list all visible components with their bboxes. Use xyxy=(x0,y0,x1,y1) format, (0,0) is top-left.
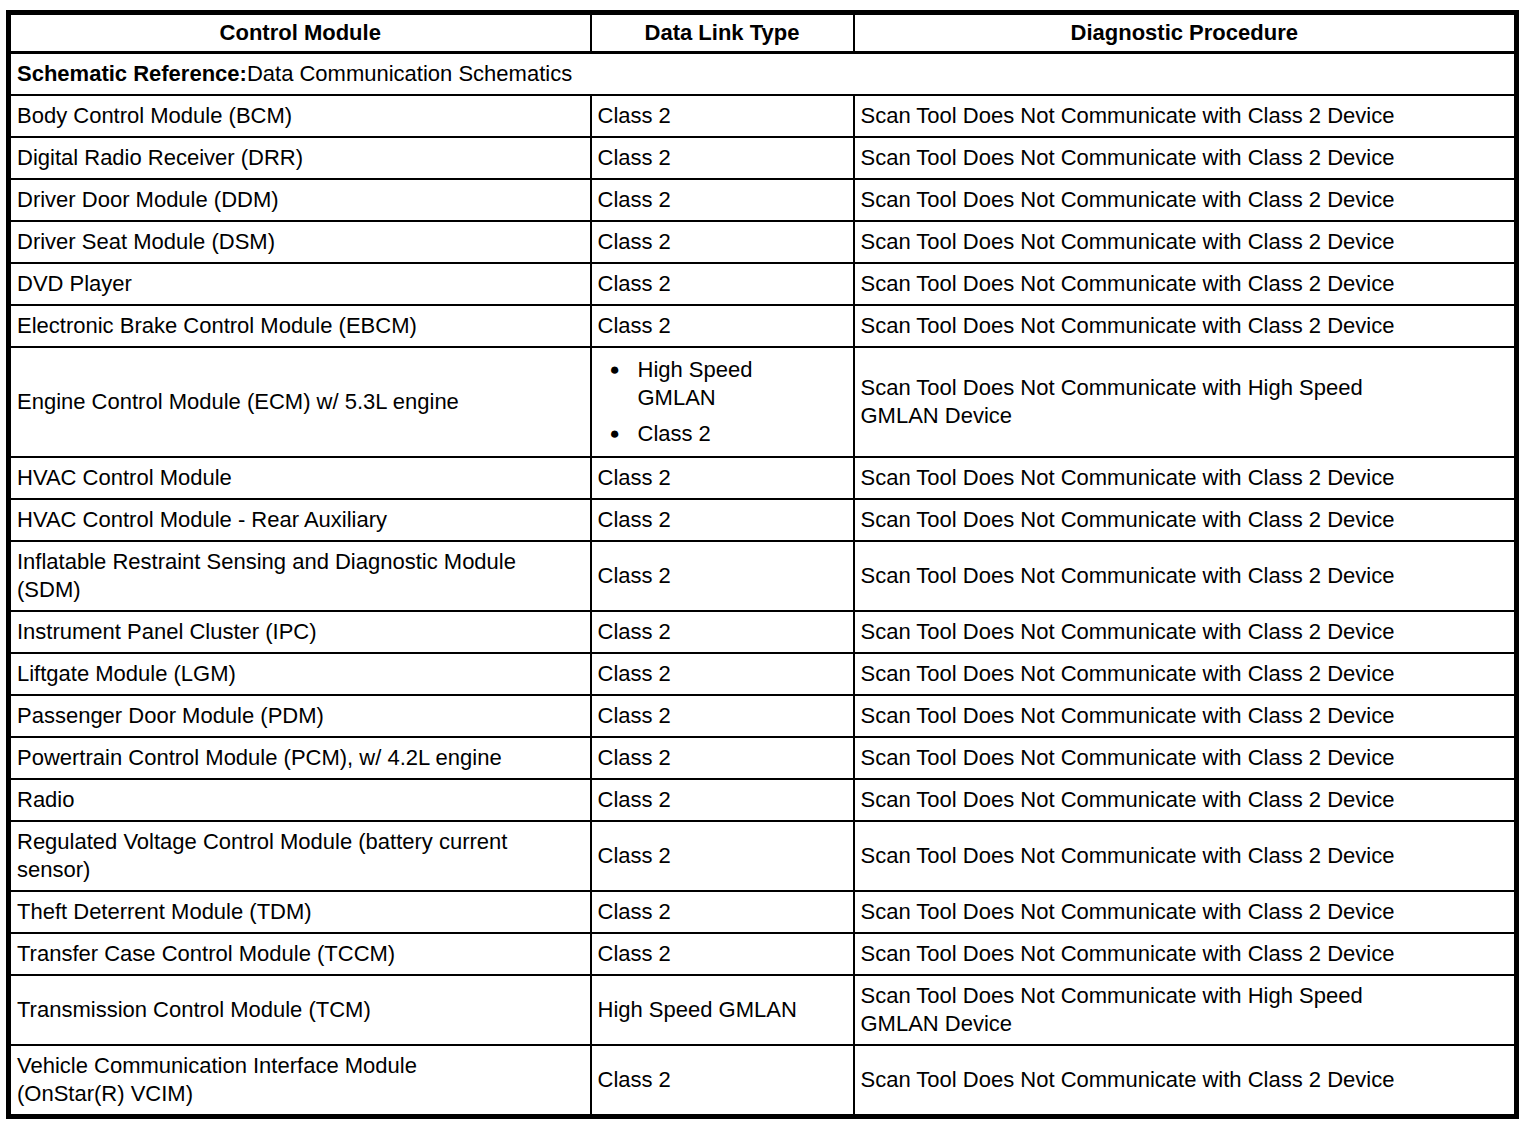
header-row: Control Module Data Link Type Diagnostic… xyxy=(9,13,1517,53)
diagnostic-procedure-cell: Scan Tool Does Not Communicate with Clas… xyxy=(854,737,1517,779)
diagnostic-procedure-cell: Scan Tool Does Not Communicate with High… xyxy=(854,347,1517,457)
control-module-cell: Regulated Voltage Control Module (batter… xyxy=(9,821,591,891)
table-row: Theft Deterrent Module (TDM)Class 2Scan … xyxy=(9,891,1517,933)
data-link-type-item: High Speed GMLAN xyxy=(598,356,845,412)
table-row: RadioClass 2Scan Tool Does Not Communica… xyxy=(9,779,1517,821)
control-module-cell: Radio xyxy=(9,779,591,821)
data-link-type-cell: Class 2 xyxy=(591,1045,854,1117)
diagnostic-procedure-cell: Scan Tool Does Not Communicate with Clas… xyxy=(854,821,1517,891)
diagnostic-procedure-cell: Scan Tool Does Not Communicate with Clas… xyxy=(854,695,1517,737)
table-row: Driver Door Module (DDM)Class 2Scan Tool… xyxy=(9,179,1517,221)
data-link-type-cell: Class 2 xyxy=(591,179,854,221)
diagnostic-procedure-cell: Scan Tool Does Not Communicate with Clas… xyxy=(854,1045,1517,1117)
diagnostic-procedure-cell: Scan Tool Does Not Communicate with Clas… xyxy=(854,95,1517,137)
table-row: Passenger Door Module (PDM)Class 2Scan T… xyxy=(9,695,1517,737)
control-module-cell: Transmission Control Module (TCM) xyxy=(9,975,591,1045)
table-row: Body Control Module (BCM)Class 2Scan Too… xyxy=(9,95,1517,137)
table-row: Transmission Control Module (TCM)High Sp… xyxy=(9,975,1517,1045)
data-link-type-cell: High Speed GMLAN Class 2 xyxy=(591,347,854,457)
table-row: Electronic Brake Control Module (EBCM)Cl… xyxy=(9,305,1517,347)
control-module-cell: Vehicle Communication Interface Module (… xyxy=(9,1045,591,1117)
control-module-cell: Instrument Panel Cluster (IPC) xyxy=(9,611,591,653)
diagnostic-procedure-cell: Scan Tool Does Not Communicate with High… xyxy=(854,975,1517,1045)
diagnostic-procedure-cell: Scan Tool Does Not Communicate with Clas… xyxy=(854,305,1517,347)
control-module-cell: Powertrain Control Module (PCM), w/ 4.2L… xyxy=(9,737,591,779)
control-module-cell: HVAC Control Module xyxy=(9,457,591,499)
control-module-cell: Driver Seat Module (DSM) xyxy=(9,221,591,263)
data-link-type-cell: Class 2 xyxy=(591,653,854,695)
diagnostic-procedure-cell: Scan Tool Does Not Communicate with Clas… xyxy=(854,137,1517,179)
control-module-cell: DVD Player xyxy=(9,263,591,305)
data-link-type-cell: Class 2 xyxy=(591,695,854,737)
data-link-type-cell: Class 2 xyxy=(591,611,854,653)
diagnostic-procedure-cell: Scan Tool Does Not Communicate with Clas… xyxy=(854,779,1517,821)
diagnostic-procedure-cell: Scan Tool Does Not Communicate with Clas… xyxy=(854,541,1517,611)
diagnostic-procedure-cell: Scan Tool Does Not Communicate with Clas… xyxy=(854,611,1517,653)
control-module-cell: Digital Radio Receiver (DRR) xyxy=(9,137,591,179)
diagnostic-procedure-cell: Scan Tool Does Not Communicate with Clas… xyxy=(854,933,1517,975)
table-row: Digital Radio Receiver (DRR)Class 2Scan … xyxy=(9,137,1517,179)
table-row: Vehicle Communication Interface Module (… xyxy=(9,1045,1517,1117)
schematic-reference-cell: Schematic Reference:Data Communication S… xyxy=(9,53,1517,96)
control-module-cell: Theft Deterrent Module (TDM) xyxy=(9,891,591,933)
data-link-type-cell: Class 2 xyxy=(591,305,854,347)
diagnostic-procedure-cell: Scan Tool Does Not Communicate with Clas… xyxy=(854,263,1517,305)
data-link-type-item: Class 2 xyxy=(598,420,845,448)
data-link-type-cell: Class 2 xyxy=(591,933,854,975)
diagnostic-procedure-cell: Scan Tool Does Not Communicate with Clas… xyxy=(854,221,1517,263)
table-row: Regulated Voltage Control Module (batter… xyxy=(9,821,1517,891)
data-link-type-cell: Class 2 xyxy=(591,499,854,541)
schematic-reference-value: Data Communication Schematics xyxy=(247,61,572,86)
control-module-cell: Passenger Door Module (PDM) xyxy=(9,695,591,737)
control-module-cell: Electronic Brake Control Module (EBCM) xyxy=(9,305,591,347)
diagnostic-procedure-cell: Scan Tool Does Not Communicate with Clas… xyxy=(854,653,1517,695)
table-row: Transfer Case Control Module (TCCM)Class… xyxy=(9,933,1517,975)
control-module-cell: Driver Door Module (DDM) xyxy=(9,179,591,221)
table-row: DVD PlayerClass 2Scan Tool Does Not Comm… xyxy=(9,263,1517,305)
data-link-type-cell: Class 2 xyxy=(591,891,854,933)
diagnostic-procedure-cell: Scan Tool Does Not Communicate with Clas… xyxy=(854,179,1517,221)
table-row: Instrument Panel Cluster (IPC)Class 2Sca… xyxy=(9,611,1517,653)
data-link-type-cell: Class 2 xyxy=(591,737,854,779)
table-row: Powertrain Control Module (PCM), w/ 4.2L… xyxy=(9,737,1517,779)
data-link-type-cell: Class 2 xyxy=(591,457,854,499)
table-row: HVAC Control ModuleClass 2Scan Tool Does… xyxy=(9,457,1517,499)
table-row: Driver Seat Module (DSM)Class 2Scan Tool… xyxy=(9,221,1517,263)
diagnostic-procedure-cell: Scan Tool Does Not Communicate with Clas… xyxy=(854,499,1517,541)
schematic-reference-label: Schematic Reference: xyxy=(17,61,247,86)
table-row: Liftgate Module (LGM)Class 2Scan Tool Do… xyxy=(9,653,1517,695)
data-link-type-cell: Class 2 xyxy=(591,541,854,611)
header-data-link-type: Data Link Type xyxy=(591,13,854,53)
header-control-module: Control Module xyxy=(9,13,591,53)
table-body: Schematic Reference:Data Communication S… xyxy=(9,53,1517,1117)
control-module-cell: Inflatable Restraint Sensing and Diagnos… xyxy=(9,541,591,611)
control-module-cell: Body Control Module (BCM) xyxy=(9,95,591,137)
table-row: Engine Control Module (ECM) w/ 5.3L engi… xyxy=(9,347,1517,457)
control-module-cell: HVAC Control Module - Rear Auxiliary xyxy=(9,499,591,541)
schematic-reference-row: Schematic Reference:Data Communication S… xyxy=(9,53,1517,96)
data-link-type-cell: Class 2 xyxy=(591,95,854,137)
control-module-cell: Engine Control Module (ECM) w/ 5.3L engi… xyxy=(9,347,591,457)
data-link-type-cell: Class 2 xyxy=(591,821,854,891)
control-module-cell: Transfer Case Control Module (TCCM) xyxy=(9,933,591,975)
diagnostic-procedure-cell: Scan Tool Does Not Communicate with Clas… xyxy=(854,457,1517,499)
data-link-type-cell: High Speed GMLAN xyxy=(591,975,854,1045)
table-row: Inflatable Restraint Sensing and Diagnos… xyxy=(9,541,1517,611)
data-link-type-cell: Class 2 xyxy=(591,263,854,305)
header-diagnostic-procedure: Diagnostic Procedure xyxy=(854,13,1517,53)
data-link-type-cell: Class 2 xyxy=(591,221,854,263)
data-link-type-cell: Class 2 xyxy=(591,137,854,179)
diagnostic-procedure-cell: Scan Tool Does Not Communicate with Clas… xyxy=(854,891,1517,933)
control-module-cell: Liftgate Module (LGM) xyxy=(9,653,591,695)
data-link-type-cell: Class 2 xyxy=(591,779,854,821)
diagnostic-procedure-table: Control Module Data Link Type Diagnostic… xyxy=(6,10,1519,1119)
table-row: HVAC Control Module - Rear AuxiliaryClas… xyxy=(9,499,1517,541)
data-link-type-list: High Speed GMLAN Class 2 xyxy=(598,356,845,448)
